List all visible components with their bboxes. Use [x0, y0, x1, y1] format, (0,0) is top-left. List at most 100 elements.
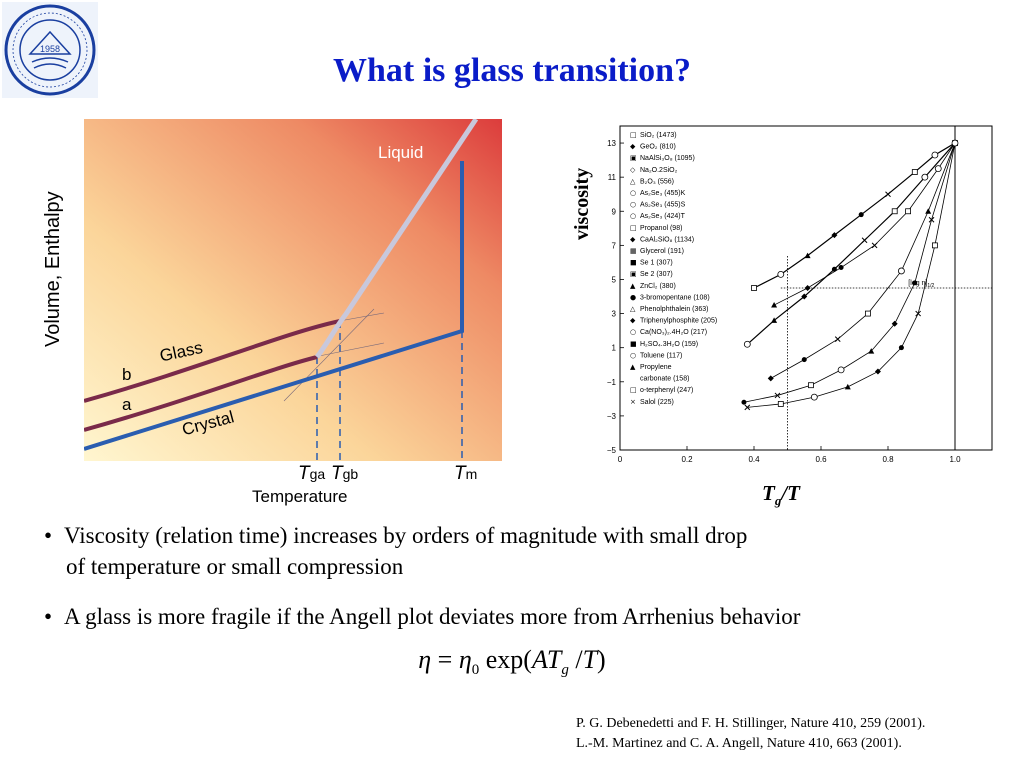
legend-entry: △ B₂O₃ (556) [630, 177, 674, 185]
series-0 [751, 140, 958, 291]
data-point [774, 392, 781, 399]
arrhenius-formula: η = η0 exp(ATg /T) [418, 645, 606, 679]
legend-marker: ▲ [630, 282, 636, 290]
diagram-background [84, 119, 502, 461]
xlabel-tg-over-t: Tg/T [762, 481, 800, 509]
legend-marker: △ [630, 177, 636, 185]
data-point [934, 165, 942, 173]
data-point [874, 368, 881, 375]
data-point [837, 366, 845, 374]
x-tick-label: 1.0 [949, 455, 961, 464]
legend-label: ZnCl₂ (380) [640, 283, 676, 290]
legend-label: GeO₂ (810) [640, 144, 676, 151]
y-tick-label: 3 [612, 310, 617, 319]
legend-label: SiO₂ (1473) [640, 132, 677, 139]
legend-marker: ○ [630, 212, 636, 220]
y-tick-label: 9 [612, 207, 617, 216]
data-point [777, 401, 784, 407]
legend-entry: □ SiO₂ (1473) [630, 131, 677, 139]
legend-marker: □ [630, 386, 637, 394]
data-point [911, 169, 918, 175]
legend-entry: □ o-terphenyl (247) [630, 386, 693, 394]
data-point [885, 191, 891, 198]
data-point [838, 265, 844, 271]
data-point [744, 404, 751, 411]
x-tick-label: 0 [618, 455, 623, 464]
data-point [931, 151, 939, 159]
legend-label: Se 1 (307) [640, 260, 673, 267]
legend-entry: ▣ Se 2 (307) [630, 270, 673, 278]
legend-label: As₂Se₃ (455)K [640, 190, 686, 197]
y-tick-label: 7 [612, 241, 617, 250]
reference-1: P. G. Debenedetti and F. H. Stillinger, … [576, 716, 926, 731]
data-point [810, 393, 818, 401]
legend-label: Se 2 (307) [640, 271, 673, 278]
legend-entry: ▣ NaAlSi₃O₈ (1095) [630, 154, 695, 162]
tick-tgb: Tgb [331, 463, 359, 484]
legend-marker: ◆ [630, 235, 636, 243]
legend-label: Salol (225) [640, 399, 674, 406]
data-point [834, 336, 841, 343]
references: P. G. Debenedetti and F. H. Stillinger, … [576, 714, 925, 754]
legend-entry: × Salol (225) [630, 398, 674, 406]
legend-entry: ○ Ca(NO₃)₂.4H₂O (217) [630, 328, 707, 336]
data-point [898, 345, 904, 351]
data-point [915, 310, 922, 317]
legend-marker: ○ [630, 189, 636, 197]
legend-label: Triphenylphosphite (205) [640, 318, 717, 325]
x-tick-label: 0.4 [748, 455, 760, 464]
data-point [891, 320, 898, 327]
legend-marker: ◇ [630, 166, 636, 174]
legend-label: CaAl₂SiO₈ (1134) [640, 236, 694, 243]
legend-label: Propylene [640, 364, 672, 371]
y-tick-label: 1 [612, 344, 617, 353]
legend-marker: ◆ [630, 143, 636, 151]
data-point [741, 399, 747, 405]
series-5 [744, 139, 959, 411]
xlabel-temperature: Temperature [252, 487, 348, 506]
legend-marker: ■ [630, 259, 637, 267]
data-point [871, 242, 878, 249]
label-crystal: Crystal [180, 407, 237, 440]
glass-b-line [84, 319, 341, 403]
legend-label: Toluene (117) [640, 352, 682, 359]
y-tick-label: −5 [607, 446, 617, 455]
x-axis-ticks: 0 0.2 0.4 0.6 0.8 1.0 [618, 446, 961, 464]
glass-a-line [84, 355, 318, 432]
diagram-labels: Volume, Enthalpy Liquid Glass Crystal b … [40, 119, 520, 519]
legend-marker: △ [630, 305, 636, 313]
y-tick-label: 5 [612, 275, 617, 284]
legend-entry: ● 3-bromopentane (108) [630, 293, 710, 301]
legend-entry: ■ Se 1 (307) [630, 259, 673, 267]
y-axis-ticks: 13 11 9 7 5 3 1 −1 −3 −5 [607, 139, 624, 455]
page-title: What is glass transition? [333, 52, 691, 89]
data-point [777, 270, 785, 278]
data-point [868, 348, 875, 354]
log-eta-half-annotation: [log η]1/2 [908, 280, 934, 289]
data-point [928, 216, 935, 223]
data-point [897, 267, 905, 275]
legend-label: Glycerol (191) [640, 248, 684, 255]
legend-entry: ▲ ZnCl₂ (380) [630, 282, 676, 290]
bullet-viscosity: • Viscosity (relation time) increases by … [44, 523, 748, 579]
x-tick-label: 0.2 [681, 455, 693, 464]
legend-label: o-terphenyl (247) [640, 387, 693, 394]
tick-tga: Tga [298, 463, 326, 484]
y-tick-label: 11 [608, 173, 617, 182]
legend-label: 3-bromopentane (108) [640, 294, 710, 301]
legend-entry: carbonate (158) [640, 376, 689, 383]
legend-entry: □ Propanol (98) [630, 224, 682, 232]
legend-entry: ○ Toluene (117) [630, 351, 682, 359]
legend-marker: ▣ [630, 154, 637, 162]
data-point [861, 237, 868, 244]
legend-marker: ○ [630, 201, 636, 209]
data-point [751, 285, 757, 291]
legend-entry: ○ As₂Se₃ (424)T [630, 212, 686, 220]
data-point [831, 232, 838, 239]
legend-marker: □ [630, 224, 637, 232]
legend-label: NaAlSi₃O₈ (1095) [640, 155, 695, 162]
legend-entry: ◆ GeO₂ (810) [630, 143, 676, 151]
legend-marker: ▦ [630, 247, 637, 255]
legend-marker: ◆ [630, 317, 636, 325]
